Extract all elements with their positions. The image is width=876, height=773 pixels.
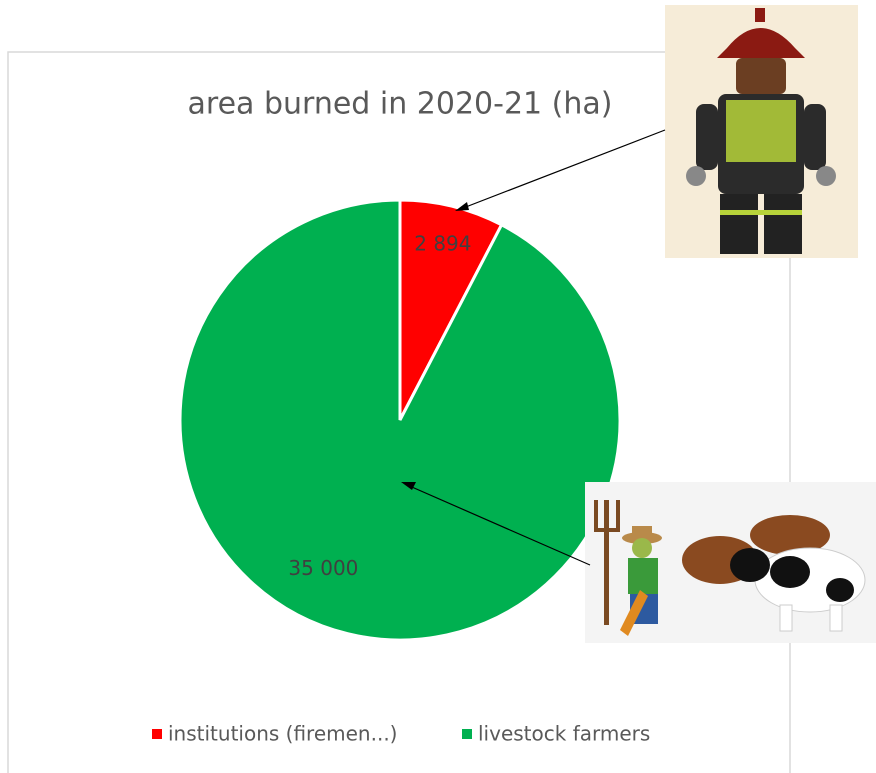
farmer-image: [585, 482, 876, 643]
legend-label: institutions (firemen...): [168, 722, 397, 746]
legend-label: livestock farmers: [478, 722, 650, 746]
pie: 2 894 35 000: [180, 200, 620, 640]
legend-swatch: [462, 729, 472, 739]
legend-swatch: [152, 729, 162, 739]
pie-slice: [180, 200, 620, 640]
chart: area burned in 2020-21 (ha) 2 89435 000 …: [0, 0, 876, 773]
page: area burned in 2020-21 (ha) 2 89435 000 …: [0, 0, 876, 773]
data-label: 2 894: [414, 231, 471, 255]
firefighter-image: [665, 5, 858, 258]
data-label: 35 000: [288, 556, 358, 580]
chart-title: area burned in 2020-21 (ha): [188, 87, 613, 122]
